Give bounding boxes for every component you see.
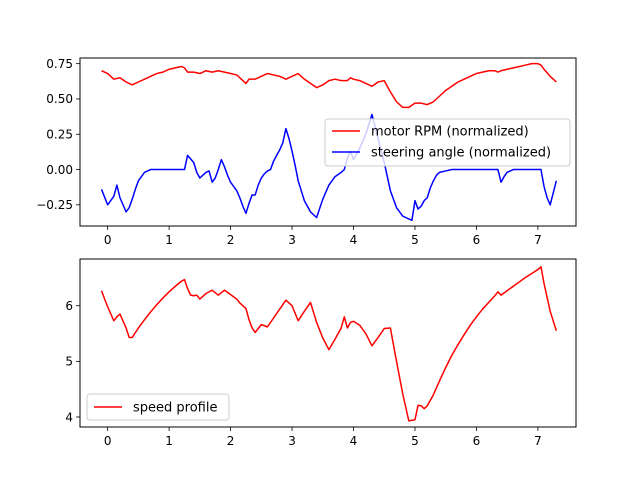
legend-label-speed-profile: speed profile [133,401,217,416]
y-tick-label: 4 [65,410,73,424]
legend-label-steering-angle: steering angle (normalized) [371,146,551,161]
x-tick-label: 1 [165,434,173,448]
top-plot-lines [100,62,558,222]
x-tick-label: 2 [227,434,235,448]
x-tick-label: 1 [165,233,173,247]
top-legend: motor RPM (normalized) steering angle (n… [324,118,571,167]
x-tick-label: 3 [288,233,296,247]
x-tick-label: 5 [411,233,419,247]
x-tick-label: 6 [473,233,481,247]
series-line-speed-profile [100,266,558,422]
x-tick-label: 4 [350,434,358,448]
x-tick-label: 6 [473,434,481,448]
x-tick-label: 0 [104,233,112,247]
x-tick-label: 7 [534,434,542,448]
bottom-legend: speed profile [86,393,230,421]
x-tick-label: 2 [227,233,235,247]
bottom-legend-box [86,393,230,421]
top-y-axis: −0.25 0.00 0.25 0.50 0.75 [36,57,80,212]
y-tick-label: 0.25 [46,128,73,142]
x-tick-label: 7 [534,233,542,247]
bottom-chart: 0 1 2 3 4 5 6 7 4 5 6 speed profile [65,258,577,448]
y-tick-label: 5 [65,355,73,369]
bottom-plot-lines [100,266,558,422]
top-chart: 0 1 2 3 4 5 6 7 −0.25 0.00 0.25 0.50 0.75 motor RPM… [36,57,577,247]
legend-label-motor-rpm: motor RPM (normalized) [371,125,529,140]
y-tick-label: 0.50 [46,92,73,106]
series-line-steering-angle-normalized [100,113,558,222]
bottom-y-axis: 4 5 6 [65,299,80,424]
y-tick-label: −0.25 [36,198,73,212]
x-tick-label: 0 [104,434,112,448]
x-tick-label: 5 [411,434,419,448]
x-tick-label: 4 [350,233,358,247]
top-legend-box [324,118,571,167]
y-tick-label: 0.75 [46,57,73,71]
y-tick-label: 0.00 [46,163,73,177]
top-x-axis: 0 1 2 3 4 5 6 7 [104,226,542,247]
series-line-motor-rpm-normalized [101,62,557,109]
x-tick-label: 3 [288,434,296,448]
y-tick-label: 6 [65,299,73,313]
bottom-x-axis: 0 1 2 3 4 5 6 7 [104,427,542,448]
